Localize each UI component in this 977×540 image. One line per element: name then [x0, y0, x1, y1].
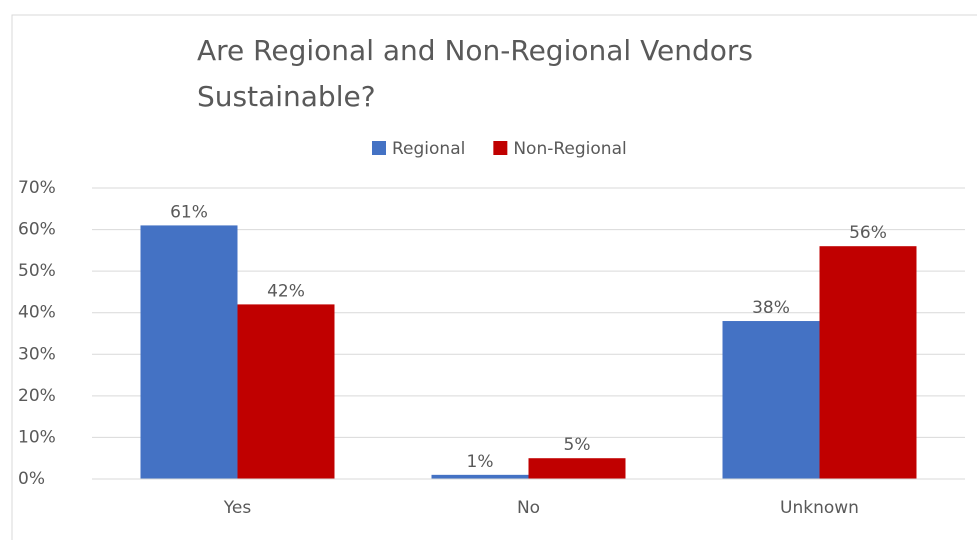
data-label: 42%	[267, 281, 305, 301]
legend-swatch	[493, 141, 508, 155]
x-tick-label: Unknown	[780, 498, 859, 518]
data-label: 61%	[170, 202, 208, 222]
y-tick-label: 40%	[18, 303, 56, 323]
bar	[237, 304, 335, 479]
y-tick-label: 30%	[18, 344, 56, 364]
data-label: 38%	[752, 298, 790, 318]
bar	[140, 225, 238, 479]
y-tick-label: 70%	[18, 178, 56, 198]
data-label: 56%	[849, 223, 887, 243]
chart-title: Are Regional and Non-Regional Vendors Su…	[197, 34, 754, 113]
legend-swatch	[372, 141, 386, 155]
legend-label: Regional	[392, 139, 465, 159]
y-tick-label: 20%	[18, 386, 56, 406]
y-tick-label: 60%	[18, 220, 56, 240]
legend-label: Non-Regional	[513, 139, 626, 159]
bar	[819, 246, 917, 479]
bar	[431, 474, 529, 479]
chart-frame	[11, 14, 977, 540]
bar	[528, 458, 626, 479]
data-label: 5%	[564, 435, 591, 455]
x-tick-label: No	[517, 498, 540, 518]
y-tick-label: 0%	[18, 469, 45, 489]
y-tick-label: 10%	[18, 427, 56, 447]
x-tick-label: Yes	[223, 498, 252, 518]
y-tick-label: 50%	[18, 261, 56, 281]
bar	[722, 321, 820, 479]
data-label: 1%	[467, 452, 494, 472]
